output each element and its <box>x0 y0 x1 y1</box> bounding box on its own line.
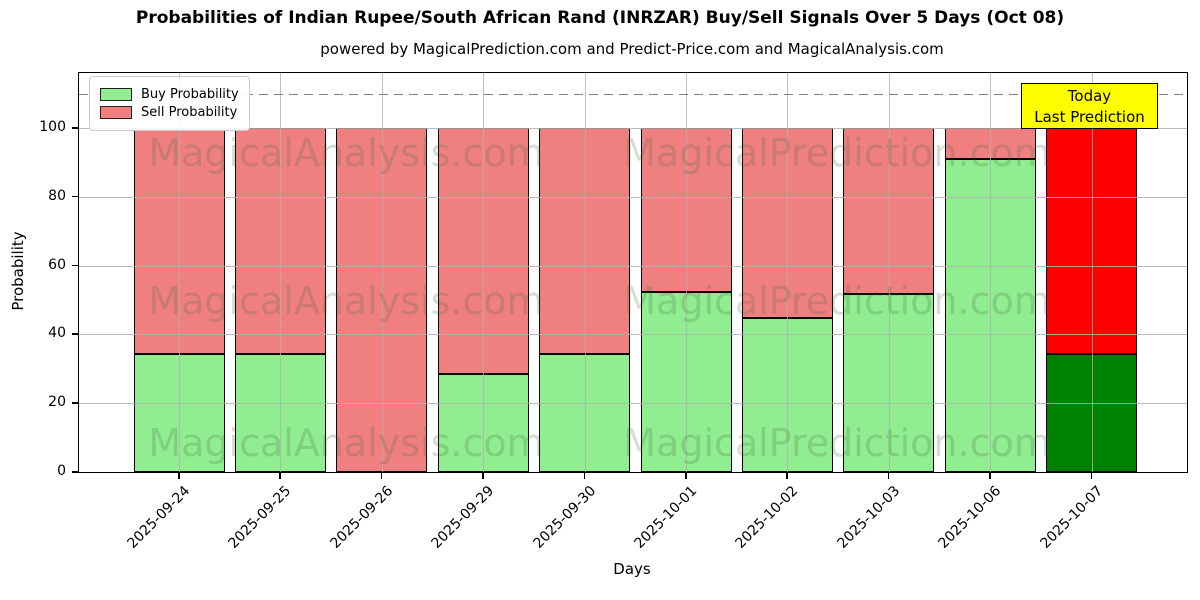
y-tick-label: 40 <box>48 325 66 342</box>
x-tick-mark <box>1090 472 1093 479</box>
y-tick-mark <box>72 264 78 267</box>
x-tick-label: 2025-09-24 <box>124 483 194 552</box>
y-tick-mark <box>72 471 78 473</box>
today-annotation: Today Last Prediction <box>1021 83 1158 129</box>
x-tick-label: 2025-09-29 <box>428 483 498 552</box>
chart-subtitle: powered by MagicalPrediction.com and Pre… <box>320 40 944 58</box>
today-annotation-line1: Today <box>1067 87 1112 105</box>
legend-label-buy: Buy Probability <box>141 87 239 102</box>
x-tick-mark <box>685 472 687 479</box>
gridline-vertical <box>888 73 890 472</box>
gridline-vertical <box>787 73 789 472</box>
legend: Buy Probability Sell Probability <box>89 76 250 131</box>
gridline-horizontal <box>79 334 1187 336</box>
y-tick-label: 80 <box>48 187 66 204</box>
legend-label-sell: Sell Probability <box>141 105 238 120</box>
y-tick-mark <box>72 333 78 335</box>
legend-swatch-buy <box>100 88 132 101</box>
legend-swatch-sell <box>100 106 132 119</box>
dashed-threshold-line <box>79 93 1187 96</box>
gridline-vertical <box>381 73 383 472</box>
gridline-vertical <box>1091 73 1093 472</box>
x-tick-mark <box>482 472 484 479</box>
legend-entry-sell: Sell Probability <box>100 105 239 120</box>
x-tick-label: 2025-10-02 <box>732 483 802 552</box>
chart-title: Probabilities of Indian Rupee/South Afri… <box>135 8 1065 28</box>
plot-area: Buy Probability Sell Probability Today L… <box>78 72 1188 473</box>
legend-entry-buy: Buy Probability <box>100 87 239 102</box>
y-tick-label: 60 <box>48 256 66 273</box>
x-tick-label: 2025-10-07 <box>1037 483 1106 552</box>
y-tick-label: 0 <box>57 463 66 479</box>
gridline-vertical <box>584 73 586 472</box>
gridline-horizontal <box>79 128 1187 130</box>
gridline-horizontal <box>79 196 1187 198</box>
x-tick-label: 2025-10-03 <box>834 483 904 552</box>
today-annotation-line2: Last Prediction <box>1034 108 1145 126</box>
gridline-vertical <box>280 73 282 472</box>
x-tick-label: 2025-10-01 <box>631 483 701 552</box>
gridline-vertical <box>686 73 687 472</box>
y-tick-label: 20 <box>48 394 66 411</box>
gridline-horizontal <box>79 403 1187 405</box>
gridline-vertical <box>483 73 485 472</box>
y-tick-mark <box>72 402 78 404</box>
x-tick-mark <box>989 472 991 479</box>
gridline-vertical <box>990 73 992 472</box>
x-tick-label: 2025-09-30 <box>530 483 599 552</box>
x-axis-label: Days <box>613 560 651 578</box>
gridline-vertical <box>179 73 180 472</box>
x-tick-mark <box>178 472 180 479</box>
x-tick-label: 2025-09-26 <box>327 483 397 552</box>
x-tick-label: 2025-10-06 <box>935 483 1005 552</box>
x-tick-label: 2025-09-25 <box>225 483 295 552</box>
y-tick-mark <box>72 195 78 198</box>
x-tick-mark <box>380 472 383 479</box>
y-tick-label: 100 <box>39 119 66 136</box>
x-tick-mark <box>279 472 281 479</box>
gridline-horizontal <box>79 265 1187 267</box>
x-tick-mark <box>887 472 890 479</box>
y-tick-mark <box>72 127 78 129</box>
x-tick-mark <box>583 472 586 479</box>
x-tick-mark <box>786 472 788 479</box>
